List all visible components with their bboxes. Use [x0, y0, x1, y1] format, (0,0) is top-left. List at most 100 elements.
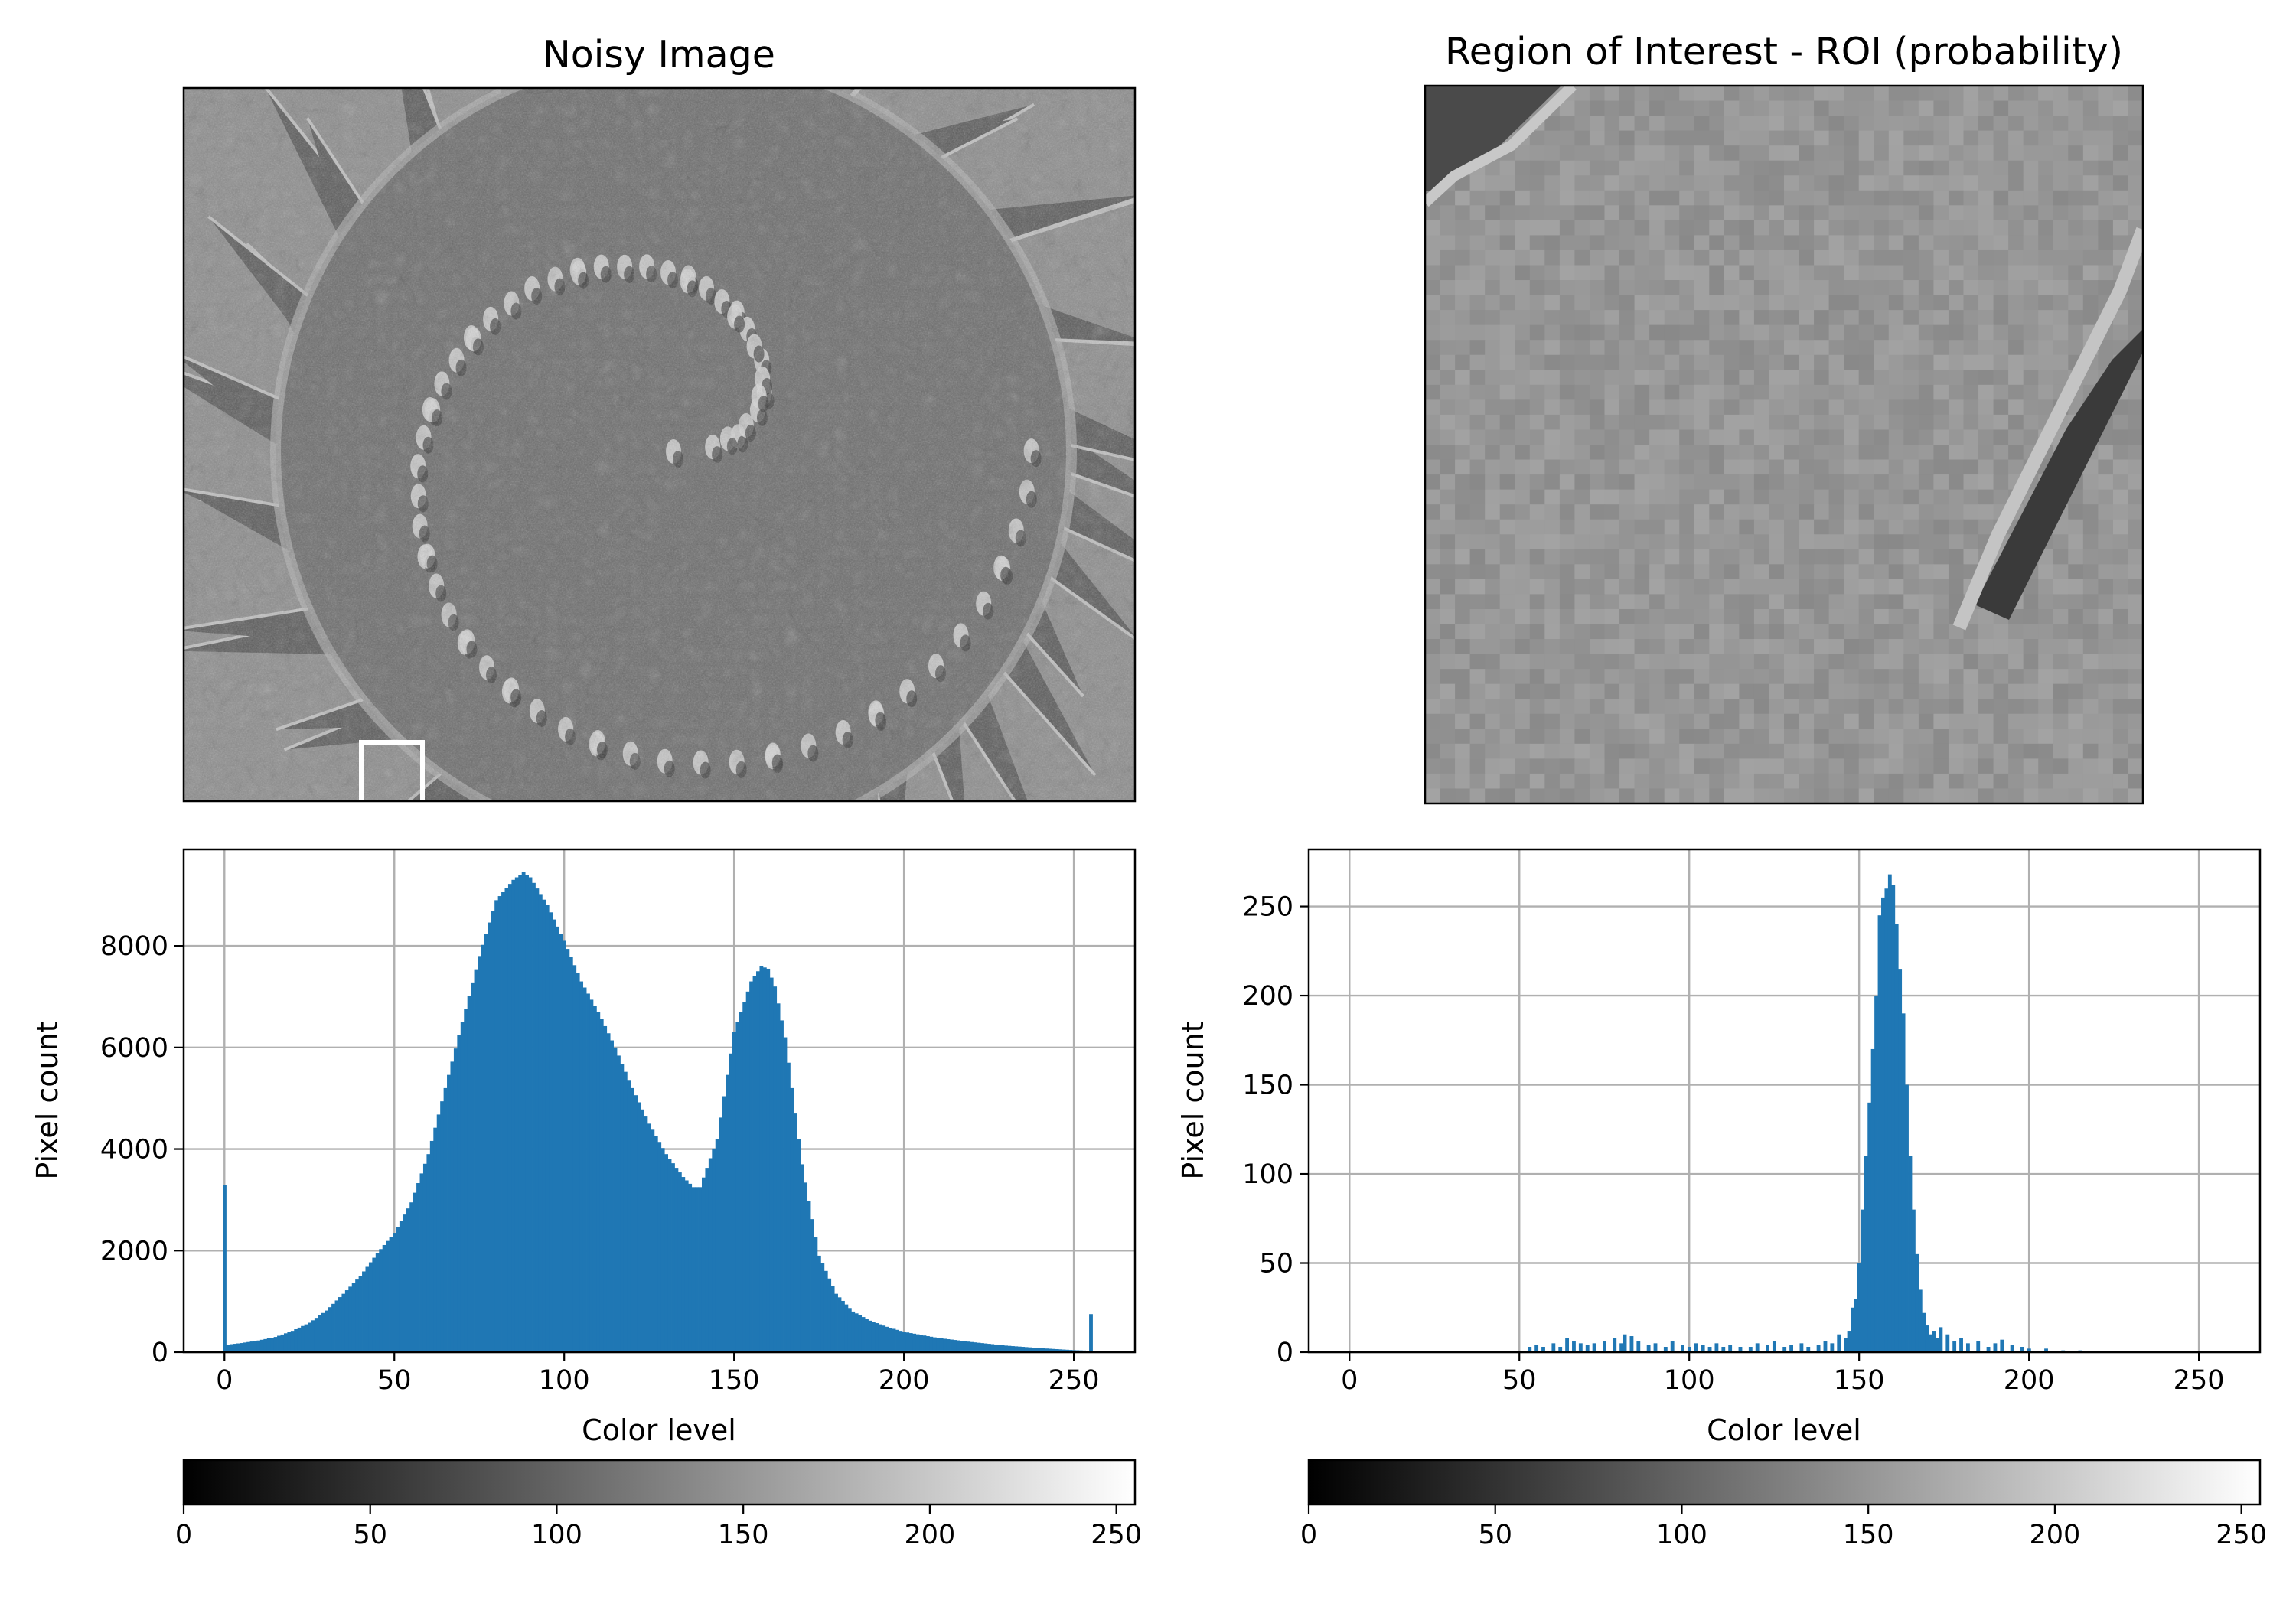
roi-pixel	[1440, 370, 1456, 386]
roi-pixel	[1903, 399, 1919, 416]
y-tick-label: 50	[1259, 1249, 1293, 1279]
roi-pixel	[1799, 205, 1815, 221]
roi-pixel	[1858, 280, 1874, 296]
roi-pixel	[2023, 205, 2039, 221]
roi-pixel	[1709, 280, 1725, 296]
roi-pixel	[2008, 205, 2024, 221]
roi-pixel	[1664, 220, 1680, 236]
roi-pixel	[1619, 220, 1636, 236]
roi-pixel	[1799, 713, 1815, 729]
roi-pixel	[1739, 489, 1755, 505]
roi-pixel	[1784, 205, 1800, 221]
roi-pixel	[1649, 354, 1665, 370]
roi-pixel	[1814, 384, 1830, 400]
roi-pixel	[2112, 729, 2129, 745]
roi-pixel	[1828, 729, 1844, 745]
roi-pixel	[1485, 310, 1501, 326]
histogram-bar	[820, 1263, 825, 1352]
roi-pixel	[1993, 669, 2009, 685]
roi-pixel	[1709, 429, 1725, 445]
colorbar-tick-label: 250	[2216, 1520, 2267, 1550]
pollen-spike	[814, 88, 858, 102]
roi-pixel	[1769, 414, 1785, 431]
roi-panel: Region of Interest - ROI (probability)	[1424, 30, 2144, 805]
roi-pixel	[1739, 459, 1755, 475]
roi-pixel	[1948, 699, 1965, 715]
roi-pixel	[1784, 175, 1800, 191]
roi-pixel	[1529, 594, 1545, 610]
histogram-bar	[368, 1262, 373, 1352]
roi-pixel	[1529, 504, 1545, 520]
roi-pixel	[1634, 370, 1650, 386]
roi-pixel	[1769, 145, 1785, 161]
roi-pixel	[1619, 534, 1636, 550]
histogram-bar	[1603, 1341, 1606, 1352]
roi-pixel	[1589, 340, 1606, 356]
roi-pixel	[2128, 624, 2143, 640]
roi-pixel	[1993, 354, 2009, 370]
roi-pixel	[2112, 564, 2129, 580]
roi-pixel	[1694, 280, 1710, 296]
roi-pixel	[1874, 340, 1890, 356]
roi-pixel	[1933, 549, 1949, 565]
roi-pixel	[1858, 310, 1874, 326]
roi-pixel	[1425, 729, 1441, 745]
roi-pixel	[2038, 190, 2054, 206]
roi-pixel	[1515, 429, 1531, 445]
roi-pixel	[1619, 399, 1636, 416]
roi-pixel	[1799, 190, 1815, 206]
roi-pixel	[1724, 743, 1740, 759]
roi-pixel	[1784, 130, 1800, 146]
roi-pixel	[1499, 190, 1515, 206]
roi-pixel	[1604, 295, 1620, 311]
roi-pixel	[1963, 399, 1979, 416]
histogram-bar	[1854, 1299, 1858, 1352]
roi-pixel	[1753, 474, 1770, 491]
roi-pixel	[1874, 220, 1890, 236]
roi-pixel	[2082, 370, 2099, 386]
roi-pixel	[1933, 564, 1949, 580]
roi-pixel	[1694, 624, 1710, 640]
roi-pixel	[1499, 370, 1515, 386]
roi-pixel	[1634, 729, 1650, 745]
roi-pixel	[1604, 594, 1620, 610]
roi-pixel	[2053, 654, 2069, 670]
roi-pixel	[1544, 235, 1561, 251]
roi-pixel	[1963, 713, 1979, 729]
roi-pixel	[1888, 370, 1904, 386]
roi-pixel	[1589, 654, 1606, 670]
histogram-bar	[1874, 996, 1878, 1352]
roi-pixel	[1634, 145, 1650, 161]
histogram-bar	[280, 1334, 285, 1352]
histogram-bar	[1901, 1013, 1906, 1352]
histogram-bar	[861, 1317, 866, 1352]
roi-pixel	[1918, 489, 1935, 505]
roi-pixel	[2053, 265, 2069, 281]
roi-pixel	[2082, 235, 2099, 251]
roi-pixel	[1664, 459, 1680, 475]
roi-pixel	[2082, 594, 2099, 610]
roi-pixel	[1844, 190, 1860, 206]
roi-pixel	[1559, 370, 1576, 386]
roi-pixel	[1799, 519, 1815, 535]
roi-pixel	[1844, 414, 1860, 431]
roi-pixel	[2053, 354, 2069, 370]
roi-pixel	[1978, 624, 1994, 640]
roi-pixel	[1559, 205, 1576, 221]
roi-pixel	[2112, 579, 2129, 595]
roi-pixel	[1948, 729, 1965, 745]
roi-pixel	[1844, 669, 1860, 685]
roi-pixel	[1963, 310, 1979, 326]
roi-pixel	[2112, 624, 2129, 640]
roi-pixel	[1858, 324, 1874, 341]
roi-pixel	[1918, 175, 1935, 191]
roi-pixel	[1455, 549, 1471, 565]
roi-pixel	[1978, 743, 1994, 759]
roi-pixel	[1784, 429, 1800, 445]
roi-pixel	[1844, 788, 1860, 804]
roi-pixel	[1709, 160, 1725, 176]
histogram-bar	[620, 1064, 625, 1352]
roi-pixel	[1529, 235, 1545, 251]
roi-pixel	[1469, 519, 1486, 535]
histogram-bar	[641, 1109, 644, 1352]
